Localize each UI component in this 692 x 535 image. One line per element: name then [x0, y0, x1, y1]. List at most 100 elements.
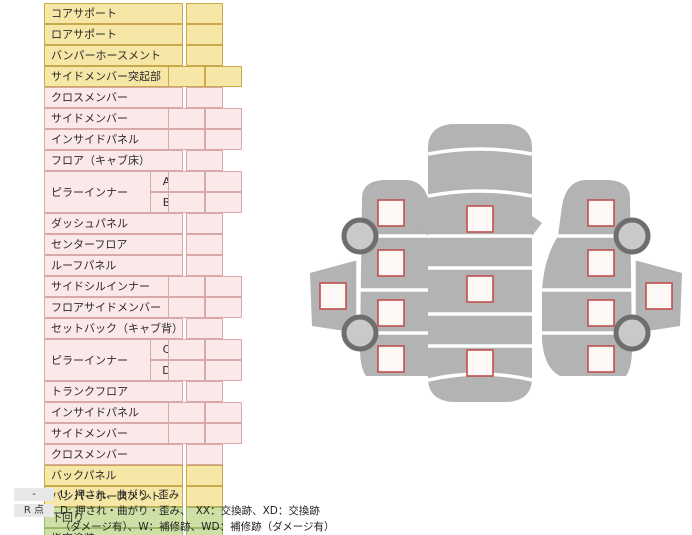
- vehicle-diagram: [300, 118, 692, 418]
- mark-cell[interactable]: [168, 66, 205, 87]
- mark-row: [168, 66, 260, 87]
- table-row: 下回り: [44, 507, 260, 528]
- mark-cell[interactable]: [205, 339, 242, 360]
- mark-cell[interactable]: [186, 507, 223, 528]
- mark-cell[interactable]: [186, 234, 223, 255]
- legend-text-3: （ダメージ有）、W：補修跡、WD：補修跡（ダメージ有）: [60, 521, 335, 533]
- marker-right-4: [587, 299, 615, 327]
- wheel-icon-front-right: [613, 217, 651, 255]
- mark-cell[interactable]: [168, 276, 205, 297]
- mark-row: [186, 45, 260, 66]
- table-row: クロスメンバー: [44, 444, 260, 465]
- panel-label: バンパーホースメント: [44, 45, 183, 66]
- table-row: コアサポート: [44, 3, 260, 24]
- mark-cell[interactable]: [205, 276, 242, 297]
- mark-cell[interactable]: [186, 45, 223, 66]
- table-row: ピラーインナー C: [44, 339, 260, 381]
- panel-label: フロアサイドメンバー: [44, 297, 183, 318]
- mark-cell[interactable]: [205, 192, 242, 213]
- mark-row: [186, 381, 260, 402]
- panel-condition-table: コアサポート ロアサポート バンパーホースメント サイドメンバー突起部 クロスメンバーサ…: [44, 3, 260, 535]
- mark-cell[interactable]: [168, 402, 205, 423]
- mark-row: [168, 171, 260, 192]
- mark-cell[interactable]: [186, 528, 223, 535]
- marker-left-1: [377, 199, 405, 227]
- marker-right-5: [587, 345, 615, 373]
- table-row: トランクフロア: [44, 381, 260, 402]
- mark-row: [186, 255, 260, 276]
- mark-cell[interactable]: [205, 297, 242, 318]
- mirror-right-icon: [532, 216, 542, 236]
- mark-cell[interactable]: [168, 339, 205, 360]
- panel-mark-grid: [168, 3, 260, 535]
- mark-row: [168, 297, 260, 318]
- mark-cell[interactable]: [168, 297, 205, 318]
- table-row: バンパーホースメント: [44, 45, 260, 66]
- mark-cell[interactable]: [168, 423, 205, 444]
- table-row: ダッシュパネル: [44, 213, 260, 234]
- panel-label: トランクフロア: [44, 381, 183, 402]
- panel-label: インサイドパネル: [44, 129, 183, 150]
- mark-row: [186, 24, 260, 45]
- mark-cell[interactable]: [205, 360, 242, 381]
- topdown-markers: [466, 205, 494, 377]
- legend-line-2: R 点 D: 押され・曲がり・歪み、 XX：交換跡、XD：交換跡: [14, 504, 384, 518]
- mark-cell[interactable]: [186, 381, 223, 402]
- mark-row: [168, 192, 260, 213]
- mark-cell[interactable]: [168, 171, 205, 192]
- table-row: バックパネル: [44, 465, 260, 486]
- mark-cell[interactable]: [186, 255, 223, 276]
- marker-center-1: [466, 205, 494, 233]
- table-row: ロアサポート: [44, 24, 260, 45]
- mark-cell[interactable]: [205, 66, 242, 87]
- mark-cell[interactable]: [168, 192, 205, 213]
- topdown-dividers: [427, 147, 533, 382]
- panel-label: ロアサポート: [44, 24, 183, 45]
- mark-cell[interactable]: [186, 465, 223, 486]
- mark-cell[interactable]: [186, 213, 223, 234]
- marker-left-4: [377, 299, 405, 327]
- top-down-view: [418, 124, 542, 402]
- mirror-left-icon: [418, 216, 428, 236]
- mark-row: [168, 129, 260, 150]
- table-row: セットバック（キャブ背）: [44, 318, 260, 339]
- legend-key-rpoint: R 点: [14, 504, 54, 517]
- mark-cell[interactable]: [205, 423, 242, 444]
- mark-cell[interactable]: [205, 129, 242, 150]
- mark-row: [186, 3, 260, 24]
- mark-cell[interactable]: [186, 24, 223, 45]
- mark-cell[interactable]: [205, 171, 242, 192]
- mark-row: [168, 276, 260, 297]
- mark-cell[interactable]: [168, 108, 205, 129]
- panel-label: クロスメンバー: [44, 444, 183, 465]
- mark-cell[interactable]: [205, 402, 242, 423]
- marker-right-1: [587, 199, 615, 227]
- marker-left-2: [377, 249, 405, 277]
- legend-key-dash: -: [14, 488, 54, 501]
- panel-label: コアサポート: [44, 3, 183, 24]
- panel-label: セットバック（キャブ背）: [44, 318, 183, 339]
- mark-row: [186, 465, 260, 486]
- mark-row: [186, 150, 260, 171]
- wheel-icon-rear-right: [613, 314, 651, 352]
- panel-label: サイドメンバー突起部: [44, 66, 183, 87]
- mark-cell[interactable]: [186, 3, 223, 24]
- panel-label: サイドシルインナー: [44, 276, 183, 297]
- mark-cell[interactable]: [186, 87, 223, 108]
- mark-cell[interactable]: [168, 129, 205, 150]
- legend: - U: 押され、曲がり、歪み R 点 D: 押され・曲がり・歪み、 XX：交換…: [14, 488, 384, 534]
- marker-left-3: [319, 282, 347, 310]
- mark-cell[interactable]: [186, 318, 223, 339]
- table-row: 指定塗装: [44, 528, 260, 535]
- mark-cell[interactable]: [168, 360, 205, 381]
- mark-cell[interactable]: [186, 150, 223, 171]
- legend-text-1: U: 押され、曲がり、歪み: [60, 489, 180, 501]
- right-view-wheels: [613, 217, 651, 352]
- marker-center-2: [466, 275, 494, 303]
- mark-row: [168, 360, 260, 381]
- mark-cell[interactable]: [186, 486, 223, 507]
- mark-cell[interactable]: [186, 444, 223, 465]
- mark-cell[interactable]: [205, 108, 242, 129]
- table-row: フロアサイドメンバー: [44, 297, 260, 318]
